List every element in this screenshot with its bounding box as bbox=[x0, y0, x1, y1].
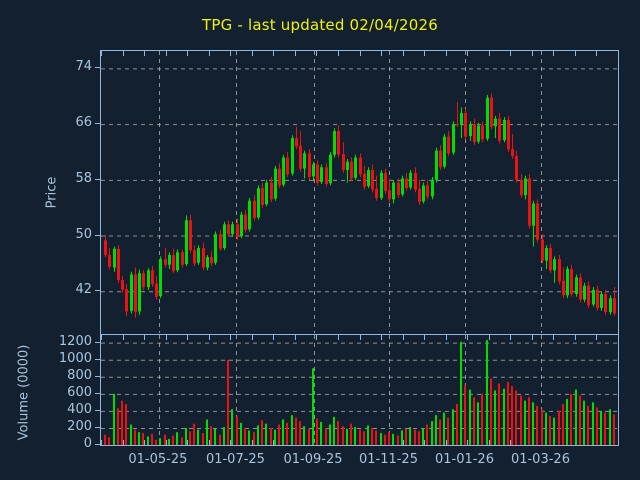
price-panel bbox=[100, 50, 619, 334]
volume-tick-mark bbox=[95, 426, 100, 428]
volume-tick-mark bbox=[95, 444, 100, 445]
price-tick-mark bbox=[95, 290, 100, 292]
date-tick-label: 01-09-25 bbox=[283, 452, 343, 467]
price-tick-label: 66 bbox=[75, 115, 92, 131]
price-tick-label: 42 bbox=[75, 282, 92, 298]
volume-tick-label: 600 bbox=[67, 384, 92, 400]
price-tick-label: 74 bbox=[75, 59, 92, 75]
volume-plot bbox=[101, 335, 618, 445]
volume-tick-label: 800 bbox=[67, 367, 92, 383]
price-tick-mark bbox=[95, 234, 100, 236]
date-tick-label: 01-03-26 bbox=[510, 452, 570, 467]
volume-panel bbox=[100, 334, 619, 446]
volume-tick-mark bbox=[95, 375, 100, 377]
volume-tick-mark bbox=[95, 341, 100, 343]
price-tick-mark bbox=[95, 178, 100, 180]
date-tick-label: 01-05-25 bbox=[128, 452, 188, 467]
price-tick-label: 58 bbox=[75, 170, 92, 186]
volume-tick-mark bbox=[95, 392, 100, 394]
volume-axis-label: Volume (0000) bbox=[16, 344, 32, 441]
volume-tick-label: 200 bbox=[67, 418, 92, 434]
date-tick-label: 01-07-25 bbox=[205, 452, 265, 467]
date-tick-label: 01-11-25 bbox=[358, 452, 418, 467]
volume-tick-mark bbox=[95, 358, 100, 360]
volume-tick-label: 1000 bbox=[58, 350, 92, 366]
price-plot bbox=[101, 51, 618, 333]
price-tick-label: 50 bbox=[75, 226, 92, 242]
volume-tick-label: 0 bbox=[83, 436, 92, 451]
volume-tick-label: 400 bbox=[67, 401, 92, 417]
date-tick-label: 01-01-26 bbox=[434, 452, 494, 467]
price-tick-mark bbox=[95, 67, 100, 69]
volume-tick-mark bbox=[95, 409, 100, 411]
price-tick-mark bbox=[95, 123, 100, 125]
volume-tick-label: 1200 bbox=[58, 333, 92, 349]
page-title: TPG - last updated 02/04/2026 bbox=[201, 16, 438, 34]
